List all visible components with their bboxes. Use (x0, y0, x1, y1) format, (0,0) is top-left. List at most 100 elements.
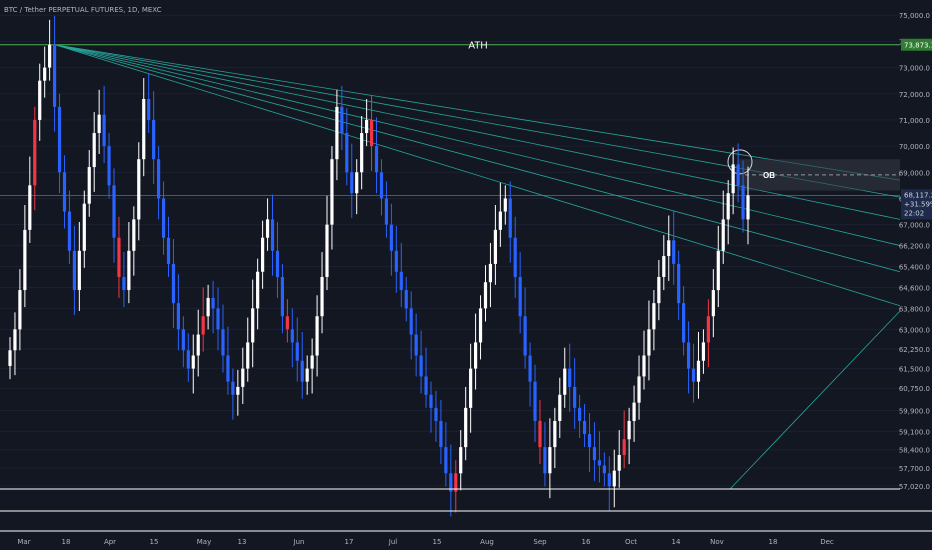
candle-body (365, 119, 369, 134)
y-tick-label: 71,000.0 (899, 117, 930, 125)
candle-body (424, 376, 428, 395)
candle-body (459, 447, 463, 474)
candle-body (573, 386, 577, 408)
candle-body (206, 297, 210, 317)
x-tick-label: Sep (533, 538, 547, 546)
x-tick-label: Apr (104, 538, 116, 546)
candle-body (419, 355, 423, 377)
y-tick-label: 63,800.0 (899, 305, 930, 313)
candle-body (587, 434, 592, 448)
candle-body (394, 250, 398, 272)
candle-body (691, 368, 696, 382)
candle-body (429, 394, 433, 408)
candle-body (657, 276, 661, 304)
candle-body (340, 106, 344, 134)
candle-body (454, 473, 458, 492)
candle-body (191, 355, 195, 369)
candles (8, 15, 750, 517)
y-tick-label: 61,500.0 (899, 366, 930, 374)
candle-body (142, 98, 146, 160)
candle-body (231, 381, 235, 395)
x-tick-label: Jun (293, 538, 305, 546)
candle-body (577, 407, 582, 421)
candle-body (107, 146, 111, 186)
candle-body (23, 229, 27, 291)
x-tick-label: 14 (672, 538, 681, 546)
candle-body (721, 219, 725, 251)
x-tick-label: 15 (150, 538, 159, 546)
candle-body (211, 297, 215, 309)
x-tick-label: 17 (345, 538, 354, 546)
candle-body (414, 334, 418, 356)
y-tick-label: 72,000.0 (899, 91, 930, 99)
candle-body (265, 219, 270, 238)
x-tick-label: Oct (625, 538, 637, 546)
candle-body (236, 386, 240, 395)
y-tick-label: 65,400.0 (899, 264, 930, 272)
x-tick-label: May (197, 538, 211, 546)
candle-body (444, 447, 448, 474)
candle-body (568, 368, 572, 387)
candle-body (464, 407, 468, 448)
candle-body (513, 237, 517, 277)
candle-body (642, 355, 646, 377)
candle-body (320, 276, 324, 317)
candle-body (67, 211, 72, 251)
candle-body (617, 454, 621, 471)
candle-body (662, 256, 666, 277)
candle-body (528, 355, 532, 382)
y-tick-label: 59,100.0 (899, 428, 930, 436)
candle-body (563, 368, 567, 395)
candle-body (226, 355, 230, 382)
candle-body (33, 119, 37, 186)
candle-body (379, 172, 384, 199)
candle-body (389, 224, 393, 251)
ath-badge (901, 38, 932, 51)
candle-body (181, 329, 185, 351)
candle-body (117, 237, 121, 277)
candle-body (152, 119, 156, 160)
candle-body (241, 368, 245, 387)
candle-body (87, 167, 91, 204)
candle-body (558, 394, 562, 421)
ob-label: OB (763, 171, 775, 180)
candle-body (409, 308, 413, 335)
y-tick-label: 57,700.0 (899, 465, 930, 473)
candle-body (607, 473, 611, 487)
candle-body (166, 237, 171, 264)
chart-title: BTC / Tether PERPETUAL FUTURES, 1D, MEXC (4, 6, 162, 14)
candle-body (478, 308, 483, 343)
candle-body (736, 164, 740, 186)
candle-body (290, 329, 294, 343)
candle-body (251, 308, 255, 343)
candle-body (553, 420, 557, 448)
candle-body (280, 276, 285, 317)
labels: ATH OB 68,117.2+31.59%22:02 73,873.3 (468, 38, 932, 220)
y-tick-label: 62,250.0 (899, 346, 930, 354)
candle-body (112, 185, 116, 238)
candle-body (632, 402, 636, 421)
candle-body (72, 250, 76, 291)
candle-body (38, 80, 42, 120)
highlight-circle (727, 149, 753, 175)
candle-body (731, 164, 735, 194)
candle-body (305, 368, 309, 382)
candle-body (726, 193, 730, 220)
candle-body (543, 447, 547, 474)
candle-body (18, 290, 22, 330)
candle-body (132, 219, 136, 251)
candle-body (518, 276, 522, 317)
candle-body (602, 465, 606, 474)
candle-body (696, 360, 701, 382)
candle-body (582, 420, 587, 435)
candle-body (122, 276, 126, 291)
candle-body (647, 329, 651, 356)
candle-body (196, 334, 200, 356)
candle-body (360, 133, 364, 173)
candle-body (310, 355, 314, 369)
y-tick-label: 70,000.0 (899, 143, 930, 151)
x-tick-label: Nov (710, 538, 724, 546)
candle-body (439, 420, 443, 448)
x-tick-label: 18 (769, 538, 778, 546)
